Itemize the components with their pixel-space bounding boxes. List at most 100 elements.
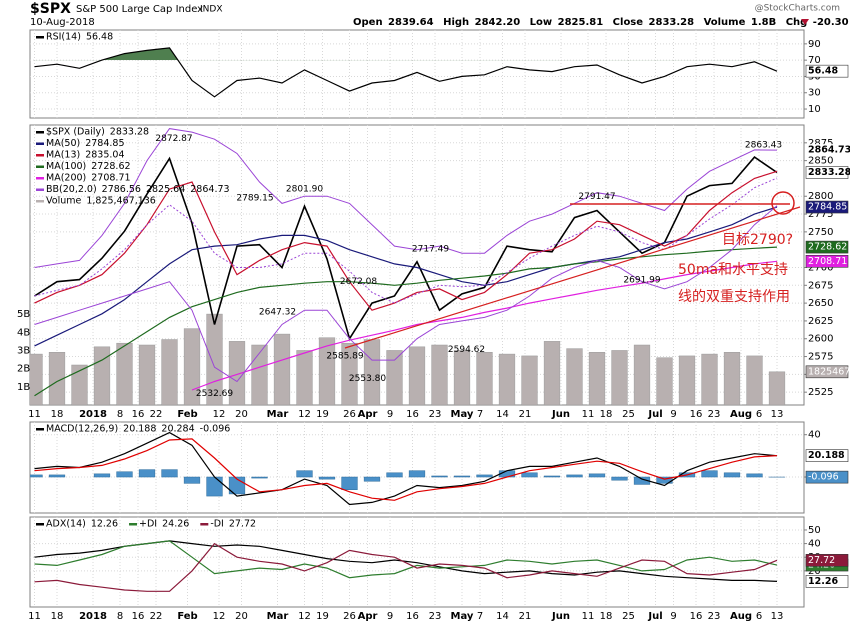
x-tick-label: 11 [582, 611, 595, 622]
down-triangle [801, 19, 809, 25]
x-tick-label: 7 [477, 611, 483, 622]
legend-text: ADX(14) [46, 519, 86, 530]
legend-text: $SPX (Daily) [46, 127, 105, 138]
panel-plot [30, 517, 804, 607]
quote-value: 2825.81 [558, 17, 604, 28]
x-tick-label: 16 [690, 611, 703, 622]
x-tick-label: 25 [622, 409, 635, 420]
bar [453, 350, 471, 405]
x-tick-label: Aug [730, 409, 752, 420]
bar [588, 473, 606, 478]
y-tick-label: 90 [808, 39, 821, 50]
legend-text: 12.26 [91, 519, 118, 530]
x-tick-label: 11 [582, 409, 595, 420]
bar [48, 352, 66, 405]
value-box-label: 2728.62 [808, 242, 847, 253]
x-tick-label: 12 [298, 409, 311, 420]
x-tick-label: Apr [358, 611, 378, 622]
panel-frame [29, 516, 805, 608]
annotation: 目标2790? [722, 232, 793, 248]
value-box [805, 64, 849, 78]
bar [363, 476, 381, 482]
value-box-label: 20.188 [808, 450, 845, 461]
legend-text: 20.188 [123, 424, 156, 435]
value-box-label: 2833.28 [808, 167, 850, 178]
x-tick-label: 12 [298, 611, 311, 622]
trend-line [344, 206, 801, 349]
legend-swatch [36, 523, 44, 526]
bar [431, 344, 448, 405]
quote-value: -20.30 (-0.71%) [813, 17, 850, 28]
target-circle [771, 191, 795, 215]
panel-frame [29, 421, 805, 514]
x-tick-label: 22 [150, 611, 163, 622]
bar [71, 364, 88, 405]
value-box [806, 144, 848, 157]
bar [521, 355, 538, 405]
legend-text: RSI(14) [46, 32, 81, 43]
bar [656, 357, 673, 405]
bar [318, 337, 336, 405]
value-box [805, 240, 849, 254]
low-label: 2553.80 [349, 374, 386, 384]
y-tick-label: 2750 [808, 227, 833, 238]
legend-text: MA(50) [46, 138, 80, 149]
y-tick-label: 2850 [808, 156, 833, 167]
panel-plot [30, 125, 804, 405]
x-tick-label: Mar [267, 611, 289, 622]
high-label: 2791.47 [578, 192, 615, 202]
legend-swatch [36, 142, 44, 145]
x-tick-label: 6 [756, 611, 762, 622]
annotation: 线的双重支持作用 [678, 289, 790, 305]
y2-tick-label: 2B [17, 364, 30, 375]
bar [183, 328, 201, 405]
bar [723, 472, 741, 478]
legend-swatch [36, 177, 44, 180]
value-box-label: -0.096 [808, 472, 839, 483]
bar [138, 469, 156, 478]
x-tick-label: Aug [730, 611, 752, 622]
quote-value: 2839.64 [388, 17, 434, 28]
x-tick-label: 9 [670, 611, 676, 622]
high-label: 2672.08 [340, 277, 377, 287]
legend-text: 2784.85 [85, 138, 124, 149]
value-box-label: 1825467 [808, 366, 850, 377]
legend-swatch [36, 165, 44, 168]
y-tick-label: 40 [808, 539, 821, 550]
annotation: 50ma和水平支持 [678, 262, 788, 278]
series-line [34, 438, 778, 501]
x-tick-label: Jun [551, 409, 570, 420]
bar [476, 474, 493, 478]
x-tick-label: 16 [690, 409, 703, 420]
bar [251, 476, 268, 479]
bar [273, 333, 291, 405]
x-tick-label: Jul [647, 409, 662, 420]
legend-text: 2833.28 [110, 127, 149, 138]
bar [206, 313, 223, 405]
x-tick-label: Feb [177, 611, 197, 622]
bar [521, 472, 538, 478]
bar [386, 350, 403, 405]
x-tick-label: 11 [28, 611, 41, 622]
x-tick-label: 8 [117, 611, 123, 622]
bar [746, 355, 763, 405]
value-box-label: 2784.85 [808, 202, 847, 213]
x-tick-label: 19 [316, 611, 329, 622]
x-tick-label: Mar [267, 409, 289, 420]
y-tick-label: 2525 [808, 387, 833, 398]
x-tick-label: 18 [600, 409, 613, 420]
legend-swatch [129, 523, 138, 526]
series-line [191, 260, 778, 391]
legend-swatch [36, 154, 44, 157]
legend-swatch [36, 36, 44, 39]
band-upper [34, 128, 778, 268]
x-tick-label: 25 [622, 611, 635, 622]
series-line [34, 542, 778, 592]
bar [408, 346, 426, 405]
quote-label: Chg [786, 17, 808, 28]
legend-text: MACD(12,26,9) [46, 424, 118, 435]
x-tick-label: 9 [387, 611, 393, 622]
quote-label: Volume [704, 17, 746, 28]
legend-text: 2825.64 [146, 184, 185, 195]
